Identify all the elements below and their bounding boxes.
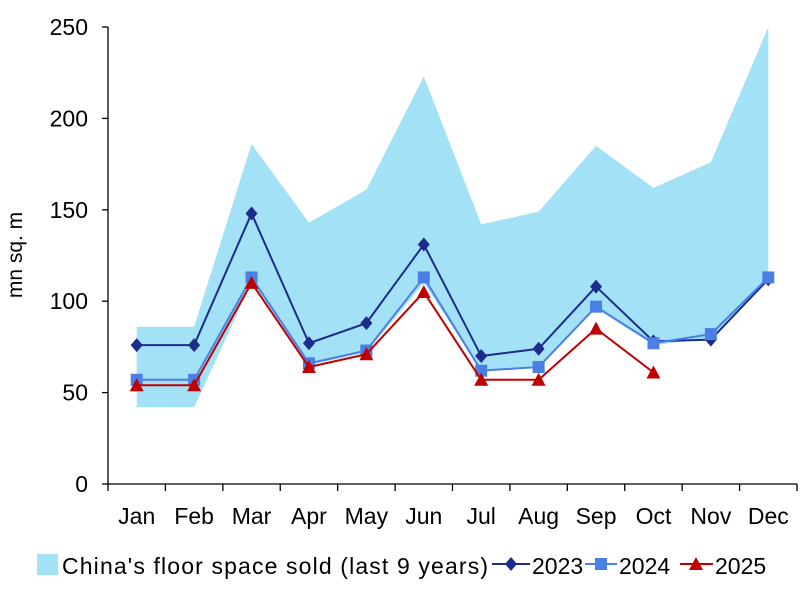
series-2025-point [589, 321, 604, 335]
legend-2025-label: 2025 [715, 553, 766, 579]
x-tick-label: Jun [405, 503, 442, 529]
series-2024-line [136, 276, 769, 381]
legend-2025-triangle-icon [689, 557, 703, 570]
series-layer [129, 206, 775, 392]
series-2025-point [187, 378, 202, 392]
series-2025-point [301, 360, 316, 374]
axes: 0 50 100 150 200 250 Jan Feb Mar Apr May Jun Jul Aug S… [50, 14, 798, 529]
series-2023-point [360, 316, 373, 331]
legend: China's floor space sold (last 9 years) … [37, 553, 766, 579]
legend-2023-diamond-icon [505, 557, 517, 571]
y-tick-label: 250 [50, 14, 88, 40]
x-tick-label: Aug [518, 503, 559, 529]
floor-space-band [136, 27, 769, 408]
legend-band-swatch [37, 554, 58, 575]
plot-area [136, 27, 769, 408]
legend-item-2023: 2023 [492, 553, 583, 579]
y-tick-label: 150 [50, 197, 88, 223]
series-2025-point [474, 372, 489, 386]
y-axis-label: mn sq. m [4, 212, 27, 298]
y-tick-label: 0 [75, 471, 88, 497]
series-2025-point [359, 347, 374, 361]
x-tick-label: Oct [636, 503, 672, 529]
series-2023-point [130, 338, 143, 353]
series-2023-point [417, 237, 430, 252]
legend-2023-label: 2023 [532, 553, 583, 579]
x-tick-label: Apr [291, 503, 327, 529]
series-2024 [130, 271, 775, 386]
legend-2024-square-icon [595, 558, 607, 570]
series-2024-point [647, 337, 660, 350]
series-2025-point [646, 365, 661, 379]
legend-item-2024: 2024 [585, 553, 670, 579]
legend-item-band: China's floor space sold (last 9 years) [37, 553, 488, 579]
legend-item-2025: 2025 [680, 553, 766, 579]
series-2023-point [302, 336, 315, 351]
x-tick-label: Jan [118, 503, 155, 529]
series-2025-point [416, 285, 431, 299]
legend-2024-label: 2024 [619, 553, 670, 579]
series-2025-line [136, 281, 655, 387]
x-tick-label: Jul [467, 503, 496, 529]
y-tick-label: 50 [62, 380, 88, 406]
series-2025-point [531, 372, 546, 386]
x-tick-label: May [345, 503, 389, 529]
x-tick-label: Mar [232, 503, 272, 529]
series-2024-point [590, 300, 603, 313]
series-2025 [129, 275, 661, 392]
legend-band-label: China's floor space sold (last 9 years) [62, 553, 488, 579]
series-2023-point [475, 349, 488, 364]
series-2024-point [417, 271, 430, 284]
y-tick-label: 200 [50, 105, 88, 131]
x-tick-label: Sep [576, 503, 617, 529]
series-2024-point [762, 271, 775, 284]
y-tick-label: 100 [50, 288, 88, 314]
series-2023-point [245, 206, 258, 221]
series-2023-point [532, 341, 545, 356]
x-tick-label: Dec [748, 503, 789, 529]
series-2025-point [129, 378, 144, 392]
series-2024-point [704, 328, 717, 341]
x-tick-label: Feb [174, 503, 214, 529]
series-2025-point [244, 275, 259, 289]
series-2024-point [532, 361, 545, 374]
series-2023-point [188, 338, 201, 353]
x-tick-label: Nov [690, 503, 731, 529]
series-2023-point [590, 279, 603, 294]
